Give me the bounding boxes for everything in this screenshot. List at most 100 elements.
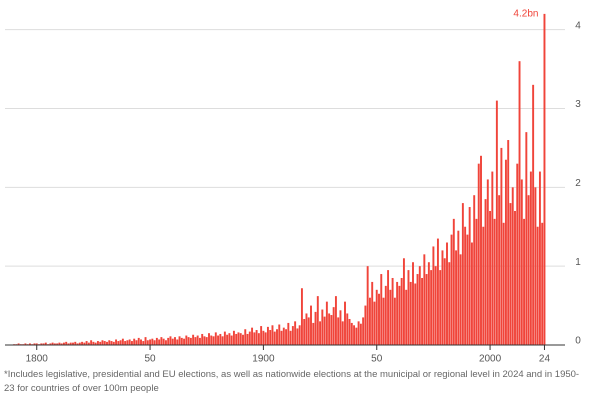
- bar: [511, 187, 514, 345]
- bar: [42, 343, 45, 345]
- bar: [246, 333, 249, 345]
- bar: [198, 337, 201, 345]
- bar: [425, 274, 428, 345]
- bar: [443, 258, 446, 345]
- bar: [500, 147, 503, 345]
- bar: [461, 203, 464, 345]
- bar: [480, 155, 482, 345]
- bar: [518, 61, 521, 346]
- bar: [262, 330, 265, 345]
- bar: [362, 317, 365, 345]
- bar: [459, 254, 462, 345]
- bar: [441, 250, 444, 345]
- bar: [101, 340, 104, 345]
- bar: [337, 317, 340, 345]
- bar: [330, 315, 333, 345]
- bar: [341, 321, 344, 345]
- bar: [81, 341, 84, 345]
- bar: [53, 343, 56, 345]
- bar: [484, 199, 487, 345]
- bar: [364, 305, 367, 345]
- bar: [142, 341, 145, 345]
- bar: [482, 226, 485, 345]
- bar: [235, 333, 238, 345]
- bar: [185, 335, 188, 345]
- bar: [133, 338, 136, 345]
- bar: [230, 335, 233, 345]
- bar: [266, 326, 269, 345]
- bar: [321, 309, 324, 345]
- bar: [504, 159, 507, 345]
- bar: [457, 230, 460, 345]
- bar: [368, 297, 371, 345]
- bar: [214, 332, 217, 345]
- bar: [251, 327, 254, 345]
- bar: [248, 331, 251, 345]
- bar: [303, 318, 306, 345]
- bar: [314, 311, 317, 345]
- bar: [421, 277, 424, 345]
- bar: [126, 340, 129, 345]
- bar: [405, 289, 408, 345]
- bar: [162, 338, 165, 345]
- bar: [344, 301, 346, 345]
- bar: [319, 321, 322, 345]
- bar: [436, 238, 439, 345]
- bar: [149, 339, 152, 345]
- annotation: 4.2bn: [513, 9, 538, 20]
- bar: [189, 337, 192, 345]
- bar: [384, 285, 387, 345]
- bar: [464, 226, 467, 345]
- bar: [527, 195, 530, 345]
- bar: [307, 317, 310, 345]
- bar: [450, 234, 453, 345]
- bar: [174, 337, 176, 345]
- bar: [60, 343, 63, 345]
- bar: [194, 337, 197, 345]
- bar: [65, 341, 68, 345]
- bar: [28, 343, 31, 345]
- bar: [155, 337, 158, 345]
- bar: [520, 179, 523, 345]
- bar: [62, 342, 65, 345]
- bar: [67, 343, 70, 345]
- bar: [357, 321, 360, 345]
- x-tick-label: 50: [145, 354, 157, 365]
- bar: [325, 301, 328, 345]
- bar: [477, 163, 480, 345]
- bar: [291, 326, 294, 345]
- bar: [96, 341, 99, 345]
- bar: [495, 100, 498, 346]
- bar: [350, 322, 353, 345]
- bar: [280, 330, 283, 345]
- bar: [244, 329, 247, 345]
- bar: [378, 293, 380, 345]
- bar: [373, 301, 376, 345]
- bar: [541, 222, 544, 345]
- bar: [391, 277, 394, 345]
- bar: [396, 281, 399, 345]
- bar: [332, 307, 335, 345]
- bar: [219, 333, 222, 345]
- bar: [278, 324, 281, 345]
- bar: [69, 342, 72, 345]
- bar: [393, 297, 396, 345]
- bar: [72, 342, 74, 345]
- x-tick-label: 2000: [479, 354, 502, 365]
- bar: [178, 336, 181, 345]
- bar: [312, 322, 315, 345]
- bar: [269, 330, 272, 345]
- bar: [76, 343, 79, 345]
- bar: [164, 340, 167, 345]
- bar: [489, 210, 492, 345]
- bar: [158, 339, 161, 345]
- bar: [33, 343, 36, 345]
- bar: [192, 334, 195, 345]
- bar: [282, 327, 285, 345]
- bar: [124, 341, 127, 345]
- bar: [348, 318, 351, 345]
- bar: [389, 289, 392, 345]
- bar: [78, 342, 81, 345]
- bar: [423, 254, 426, 345]
- y-tick-label: 2: [575, 178, 581, 189]
